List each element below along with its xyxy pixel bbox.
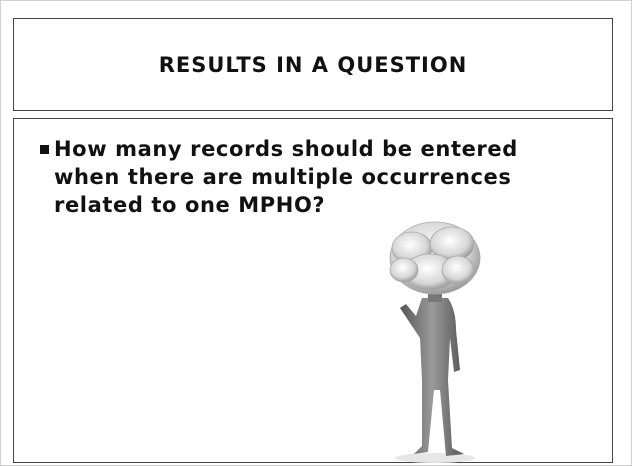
title-box: RESULTS IN A QUESTION: [13, 18, 613, 111]
bullet-text: How many records should be entered when …: [54, 135, 540, 219]
slide-title: RESULTS IN A QUESTION: [159, 53, 468, 77]
content-box: How many records should be entered when …: [13, 118, 613, 463]
page: RESULTS IN A QUESTION How many records s…: [0, 0, 632, 466]
thinking-figure: [360, 220, 510, 464]
bullet-marker: [40, 145, 49, 154]
bullet-item: How many records should be entered when …: [40, 135, 540, 219]
